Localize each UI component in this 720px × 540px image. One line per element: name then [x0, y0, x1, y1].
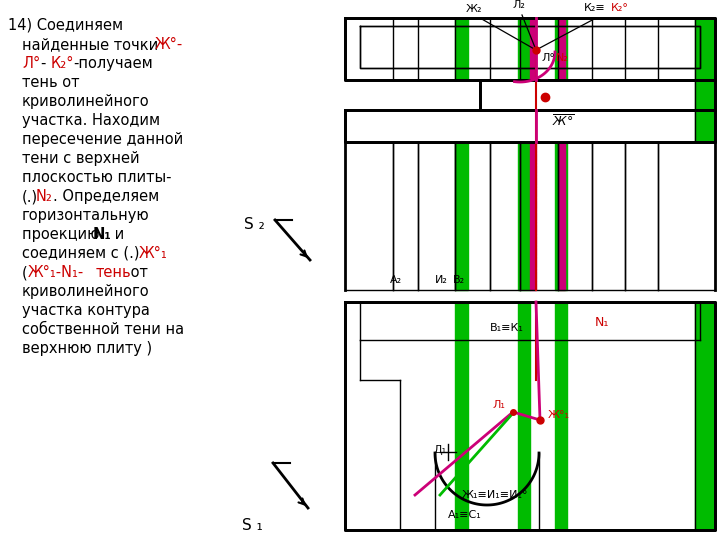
Text: Л°: Л° [541, 53, 555, 63]
Text: Ж°-: Ж°- [155, 37, 184, 52]
Text: тени с верхней: тени с верхней [22, 151, 140, 166]
Polygon shape [455, 302, 468, 530]
Text: найденные точки: найденные точки [22, 37, 163, 52]
Text: И₂: И₂ [435, 275, 448, 285]
Text: проекцию: проекцию [22, 227, 104, 242]
Text: Ж°₁: Ж°₁ [139, 246, 168, 261]
Polygon shape [559, 18, 565, 80]
Text: криволинейного: криволинейного [22, 94, 150, 109]
Text: S ₂: S ₂ [244, 217, 265, 232]
Text: N₂: N₂ [556, 53, 569, 63]
Polygon shape [455, 18, 468, 80]
Text: А₁≡С₁: А₁≡С₁ [448, 510, 482, 520]
Text: Д₁: Д₁ [434, 445, 447, 455]
Text: участка. Находим: участка. Находим [22, 113, 160, 128]
Text: участка контура: участка контура [22, 303, 150, 318]
Text: N₁: N₁ [93, 227, 112, 242]
Text: К₂°: К₂° [611, 3, 629, 13]
Text: соединяем с (.): соединяем с (.) [22, 246, 140, 261]
Polygon shape [555, 142, 567, 290]
Polygon shape [530, 142, 536, 290]
Polygon shape [518, 18, 530, 80]
Polygon shape [455, 142, 468, 290]
Text: К₂≡: К₂≡ [584, 3, 606, 13]
Text: $\overline{Ж°}$: $\overline{Ж°}$ [552, 114, 575, 130]
Text: Ж°₁: Ж°₁ [548, 410, 570, 420]
Polygon shape [518, 142, 530, 290]
Text: тень от: тень от [22, 75, 79, 90]
Text: плоскостью плиты-: плоскостью плиты- [22, 170, 171, 185]
Text: Л°: Л° [22, 56, 40, 71]
Text: А₂: А₂ [390, 275, 402, 285]
Text: тень: тень [96, 265, 132, 280]
Polygon shape [695, 302, 715, 530]
Text: S ₁: S ₁ [242, 518, 263, 533]
Text: -: - [41, 56, 51, 71]
Text: Ж₁≡И₁≡И₁°: Ж₁≡И₁≡И₁° [462, 490, 528, 500]
Polygon shape [559, 142, 565, 290]
Text: В₁≡К₁: В₁≡К₁ [490, 323, 524, 333]
Text: К₂°: К₂° [51, 56, 74, 71]
Text: Л₁: Л₁ [492, 400, 505, 410]
Text: собственной тени на: собственной тени на [22, 322, 184, 337]
Polygon shape [530, 18, 536, 80]
Text: -получаем: -получаем [73, 56, 153, 71]
Text: (: ( [22, 265, 28, 280]
Text: криволинейного: криволинейного [22, 284, 150, 299]
Text: верхнюю плиту ): верхнюю плиту ) [22, 341, 152, 356]
Text: Ж₂: Ж₂ [466, 4, 482, 14]
Text: и: и [110, 227, 125, 242]
Text: 14) Соединяем: 14) Соединяем [8, 18, 123, 33]
Text: от: от [126, 265, 148, 280]
Text: N₁: N₁ [595, 316, 609, 329]
Polygon shape [555, 302, 567, 530]
Text: Ж°₁-N₁-: Ж°₁-N₁- [28, 265, 84, 280]
Text: (.): (.) [22, 189, 38, 204]
Text: N₂: N₂ [36, 189, 53, 204]
Polygon shape [555, 18, 567, 80]
Text: В₂: В₂ [453, 275, 465, 285]
Text: пересечение данной: пересечение данной [22, 132, 184, 147]
Text: . Определяем: . Определяем [53, 189, 159, 204]
Text: горизонтальную: горизонтальную [22, 208, 150, 223]
Polygon shape [695, 18, 715, 142]
Text: Л₂: Л₂ [513, 0, 526, 10]
Polygon shape [518, 302, 530, 530]
